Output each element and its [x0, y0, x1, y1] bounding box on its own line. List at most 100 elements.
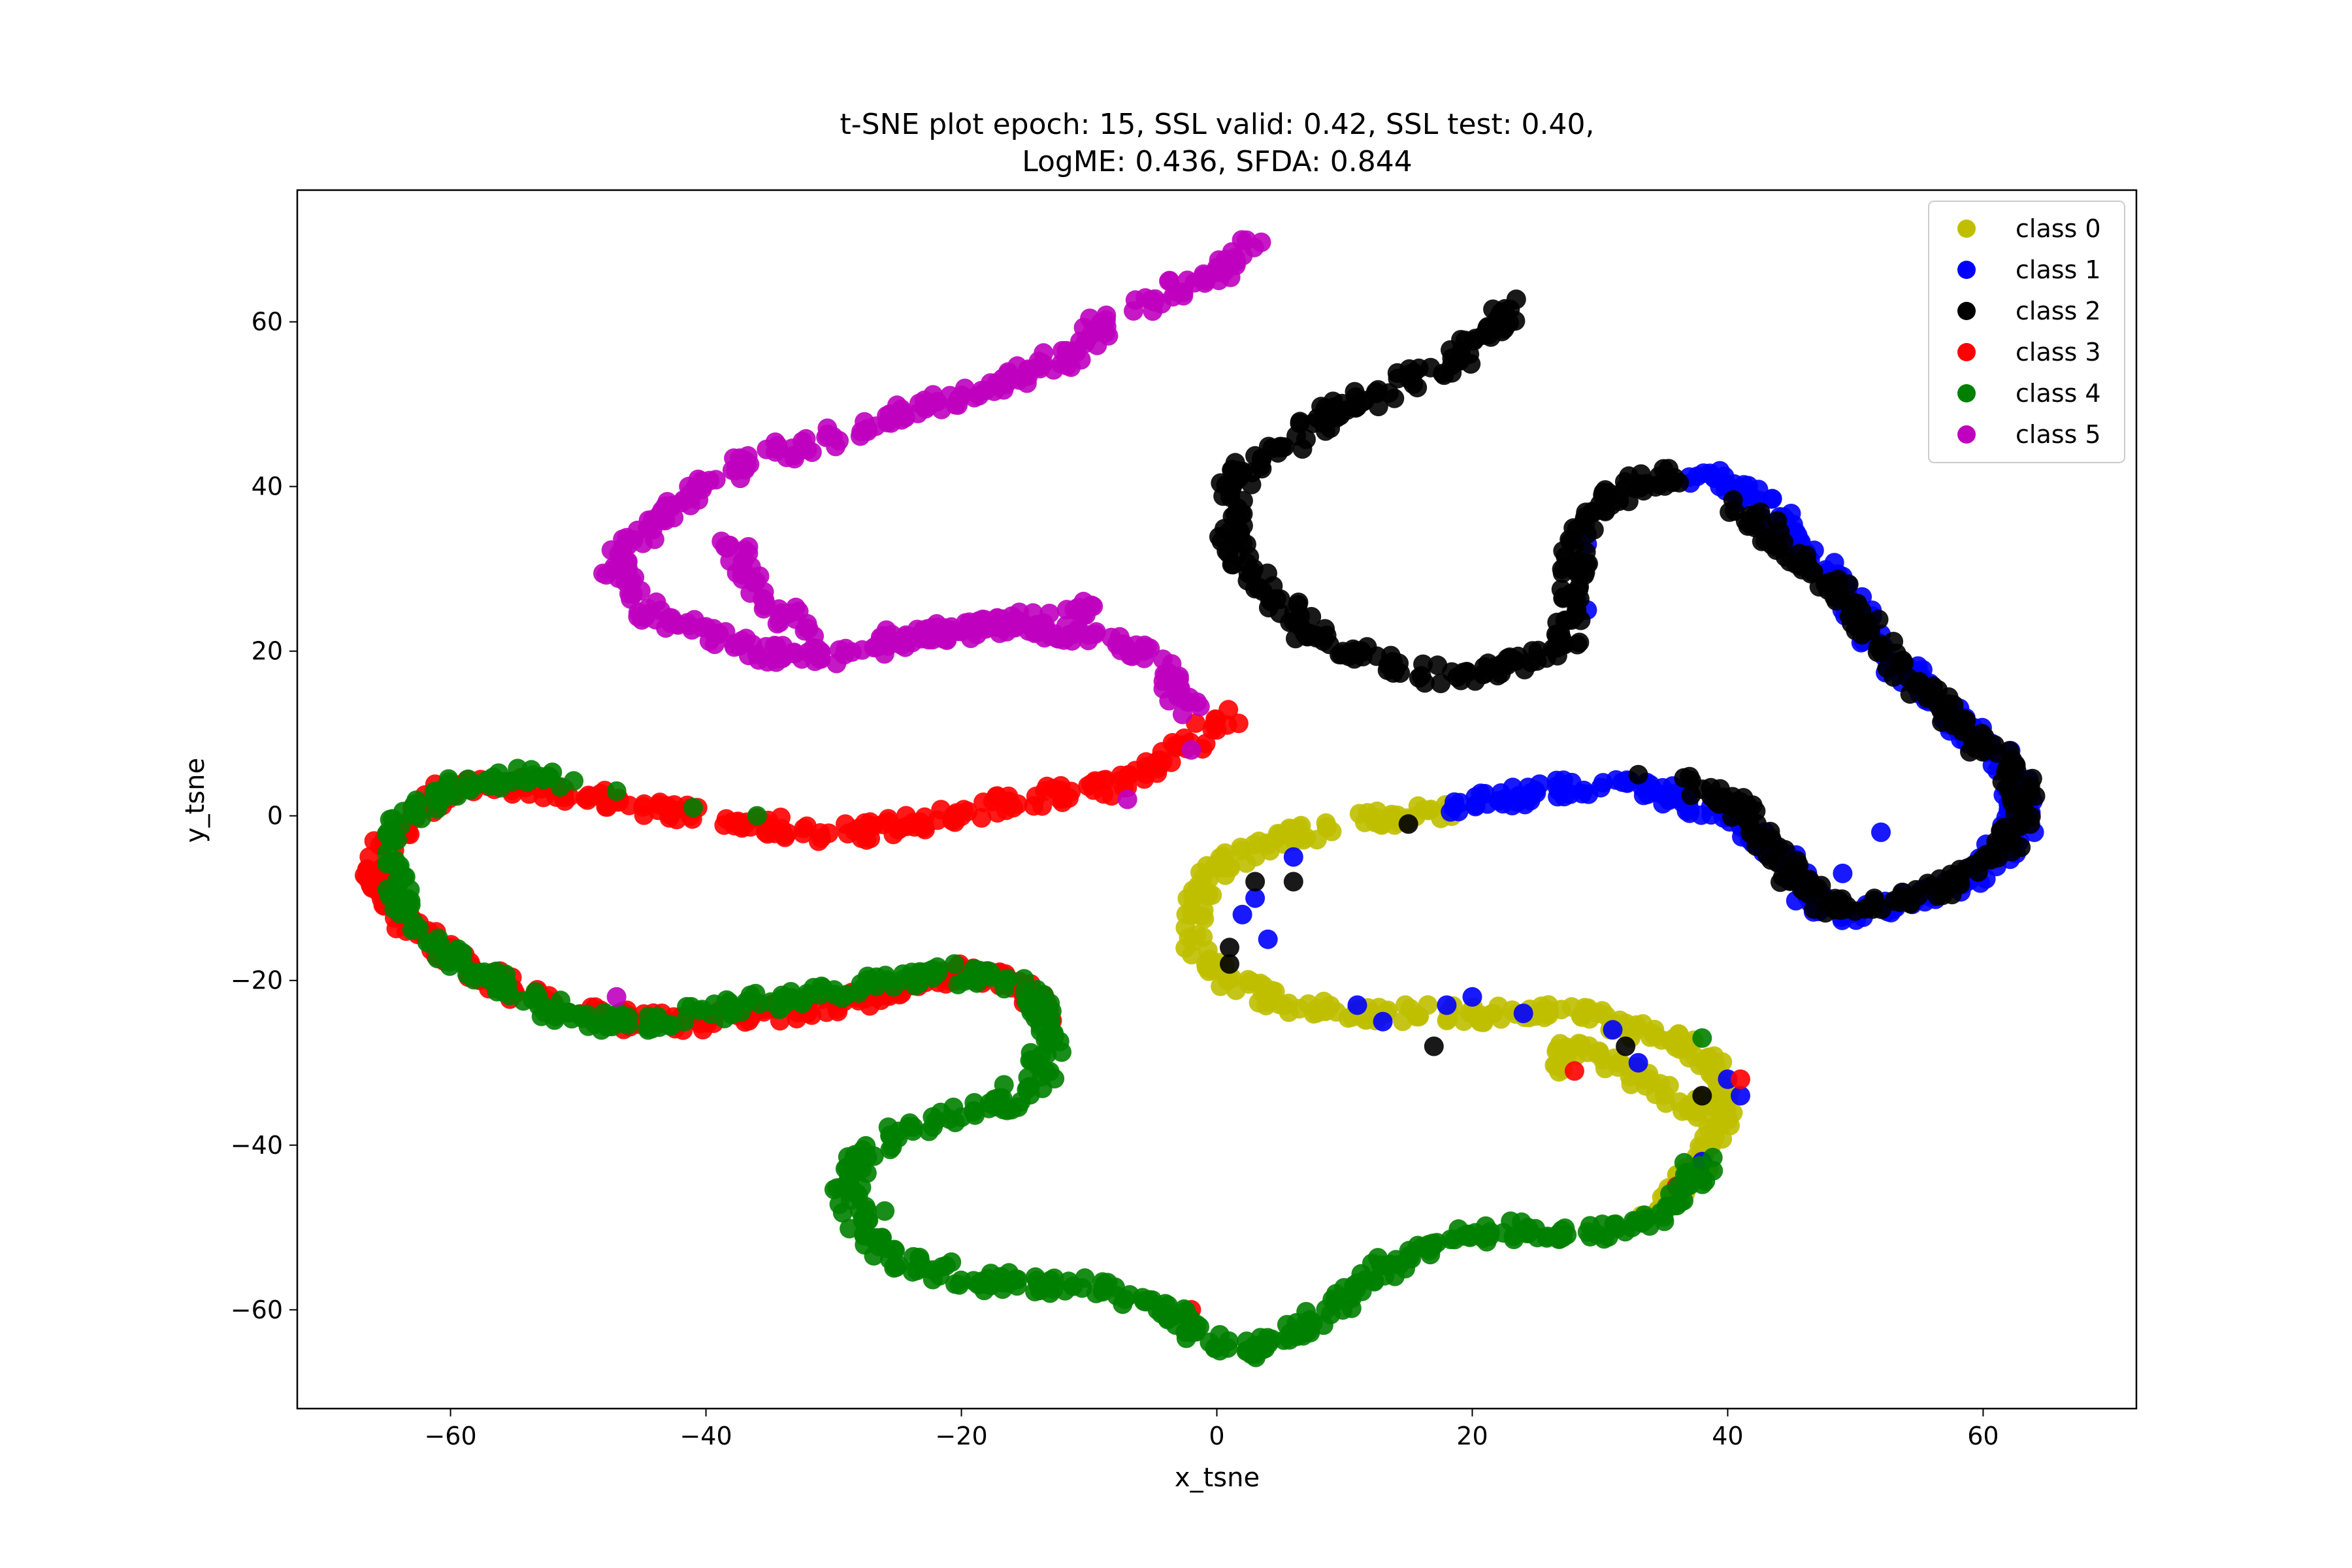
- point-class-2: [1367, 646, 1387, 666]
- point-class-4: [1418, 1235, 1439, 1255]
- point-class-5: [1209, 270, 1229, 291]
- point-class-2: [1224, 472, 1245, 493]
- point-class-2: [1269, 603, 1290, 623]
- point-class-4: [1604, 1215, 1624, 1235]
- point-class-4: [1385, 1266, 1405, 1286]
- point-class-2: [1960, 742, 1980, 762]
- point-class-2: [1841, 591, 1861, 612]
- point-class-3: [1053, 792, 1073, 812]
- point-class-4: [909, 1247, 930, 1267]
- point-class-4: [557, 1003, 577, 1023]
- point-class-2: [1380, 645, 1401, 666]
- point-class-2: [1487, 309, 1507, 329]
- x-tick-label: 0: [1209, 1422, 1224, 1450]
- point-class-2: [2005, 754, 2025, 774]
- point-class-5: [895, 637, 915, 657]
- point-class-4: [1200, 1332, 1220, 1352]
- point-class-3: [1204, 715, 1224, 735]
- point-class-4: [495, 964, 515, 985]
- point-class-1: [1513, 1004, 1533, 1024]
- point-class-2: [1245, 446, 1266, 466]
- point-class-4: [1479, 1226, 1499, 1247]
- point-class-2: [1825, 900, 1845, 920]
- point-class-5: [1236, 230, 1256, 250]
- point-class-4: [856, 1135, 876, 1156]
- point-class-5: [711, 531, 732, 551]
- point-class-3: [1032, 796, 1053, 816]
- point-class-4: [1007, 1269, 1028, 1290]
- point-class-4: [1021, 997, 1041, 1017]
- point-class-4: [494, 982, 514, 1002]
- point-class-0: [1294, 830, 1313, 850]
- point-class-2: [1741, 515, 1761, 536]
- point-class-2: [1226, 546, 1246, 566]
- point-class-1: [1245, 888, 1266, 908]
- legend-label-class-5: class 5: [2016, 420, 2101, 449]
- point-class-3: [633, 797, 653, 817]
- point-class-5: [700, 470, 720, 491]
- point-class-2: [1999, 776, 2019, 796]
- point-class-0: [1366, 808, 1386, 828]
- point-class-5: [972, 380, 992, 400]
- point-class-0: [1705, 1128, 1725, 1148]
- point-class-4: [1703, 1160, 1723, 1181]
- point-class-3: [838, 824, 858, 843]
- point-class-5: [937, 629, 957, 649]
- point-class-1: [1740, 485, 1760, 505]
- point-class-4: [480, 776, 500, 796]
- point-class-2: [1867, 642, 1887, 662]
- point-class-5: [798, 619, 819, 639]
- point-class-1: [1491, 783, 1511, 803]
- point-class-4: [1049, 1032, 1070, 1051]
- point-class-4: [395, 867, 416, 887]
- point-class-4: [1553, 1228, 1573, 1247]
- point-class-2: [1569, 577, 1590, 597]
- point-class-2: [1991, 821, 2011, 841]
- point-class-2: [1262, 438, 1282, 459]
- point-class-2: [1227, 527, 1247, 547]
- point-class-2: [1283, 872, 1303, 892]
- chart-title-line-2: LogME: 0.436, SFDA: 0.844: [1022, 145, 1413, 178]
- point-class-1: [1833, 863, 1853, 883]
- point-class-2: [1454, 662, 1473, 683]
- legend-marker-class-4: [1957, 384, 1976, 402]
- point-class-0: [1626, 1015, 1646, 1035]
- point-class-2: [1976, 740, 1996, 760]
- point-class-3: [716, 809, 736, 829]
- point-class-5: [998, 364, 1018, 384]
- point-class-4: [1041, 1001, 1062, 1021]
- point-class-2: [1313, 631, 1333, 651]
- legend-marker-class-5: [1957, 425, 1976, 444]
- point-class-2: [1211, 531, 1232, 551]
- point-class-1: [1347, 995, 1367, 1015]
- point-class-3: [1218, 700, 1239, 720]
- point-class-2: [1950, 874, 1970, 894]
- point-class-2: [1789, 544, 1809, 564]
- point-class-4: [875, 1201, 895, 1221]
- point-class-0: [1239, 974, 1259, 994]
- point-class-5: [1076, 605, 1096, 625]
- point-class-4: [1175, 1322, 1196, 1342]
- point-class-2: [1567, 634, 1588, 655]
- legend-marker-class-0: [1957, 220, 1976, 238]
- point-class-2: [1628, 764, 1648, 785]
- point-class-3: [860, 828, 881, 849]
- point-class-2: [1720, 502, 1740, 522]
- point-class-2: [1872, 899, 1891, 919]
- point-class-4: [967, 973, 987, 993]
- point-class-4: [1386, 1250, 1406, 1270]
- point-class-3: [797, 816, 817, 836]
- point-class-0: [1580, 1009, 1599, 1029]
- point-class-5: [746, 571, 766, 591]
- point-class-4: [1577, 1222, 1597, 1242]
- point-class-4: [944, 954, 964, 974]
- point-class-2: [1752, 531, 1772, 551]
- point-class-2: [1504, 650, 1524, 670]
- point-class-2: [1220, 938, 1239, 958]
- point-class-4: [1344, 1275, 1364, 1296]
- point-class-3: [1228, 713, 1249, 734]
- point-class-2: [2025, 786, 2046, 806]
- y-tick-label: −40: [231, 1131, 283, 1160]
- legend-label-class-4: class 4: [2016, 379, 2101, 408]
